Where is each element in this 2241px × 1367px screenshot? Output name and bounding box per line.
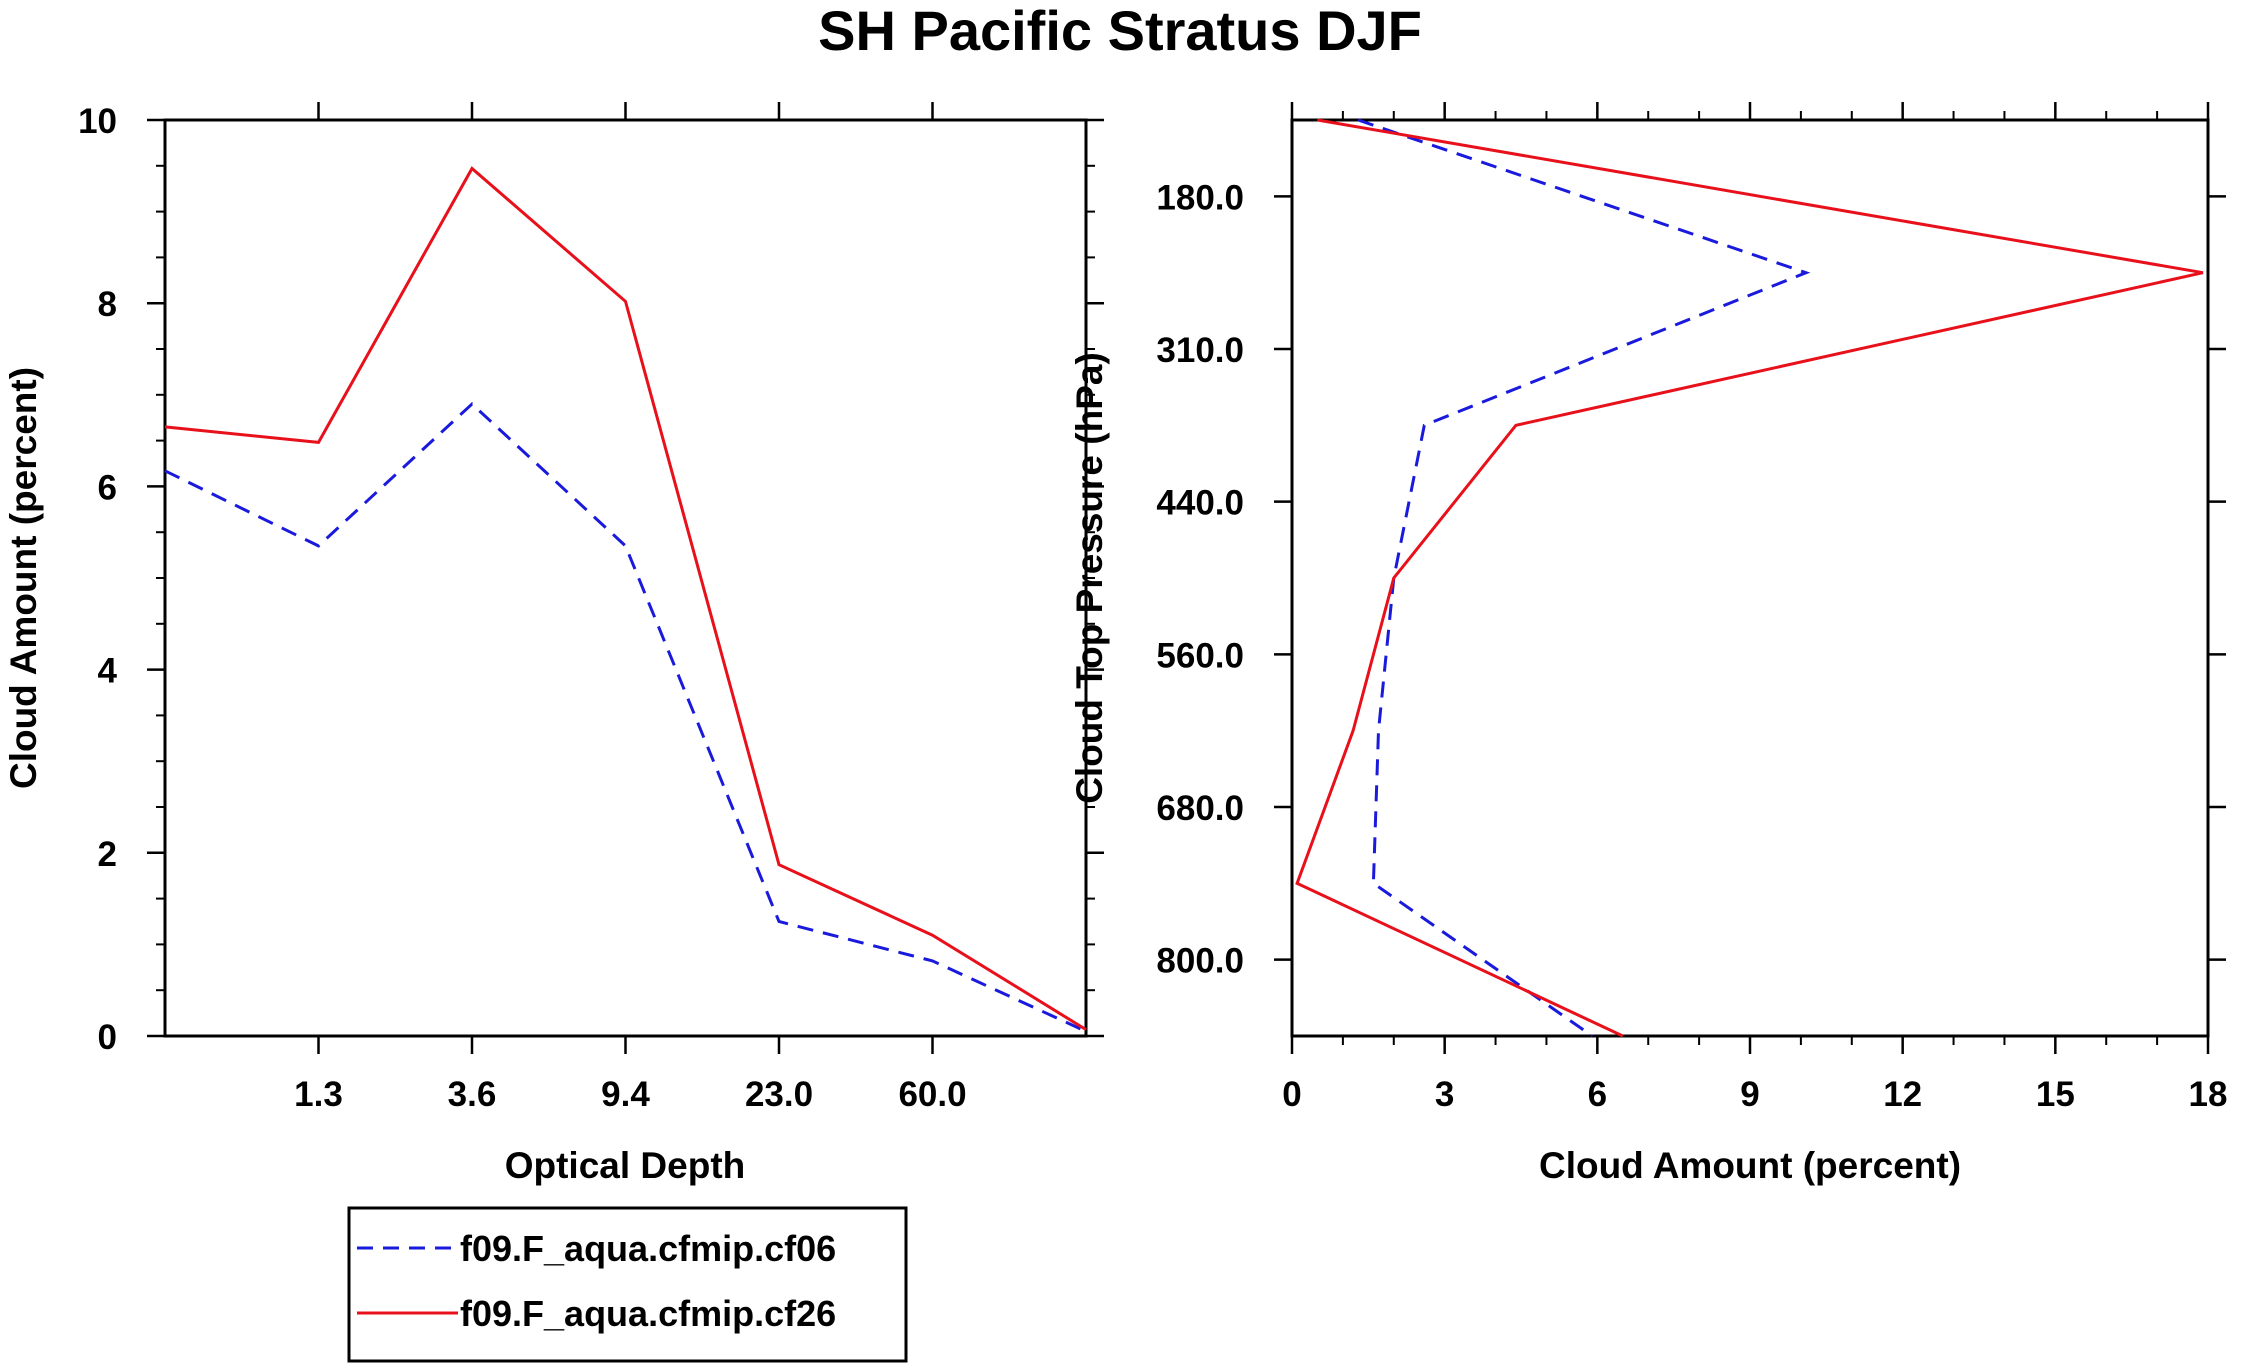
left-x-tick-label: 9.4 <box>601 1075 650 1114</box>
legend: f09.F_aqua.cfmip.cf06 f09.F_aqua.cfmip.c… <box>347 1206 908 1363</box>
right-x-axis-title: Cloud Amount (percent) <box>1539 1145 1961 1186</box>
right-x-tick-label: 15 <box>2036 1075 2075 1114</box>
left-y-tick-label: 2 <box>98 835 117 874</box>
chart-title: SH Pacific Stratus DJF <box>818 0 1422 62</box>
left-x-tick-label: 60.0 <box>898 1075 966 1114</box>
right-y-tick-labels: 180.0 310.0 440.0 560.0 680.0 800.0 <box>1156 178 1244 980</box>
right-x-tick-label: 3 <box>1435 1075 1454 1114</box>
left-y-tick-labels: 0 2 4 6 8 10 <box>78 102 117 1057</box>
right-panel: 0 3 6 9 12 15 18 180.0 310.0 440.0 560.0 680.0 800.… <box>1069 102 2227 1186</box>
right-y-tick-label: 680.0 <box>1156 789 1244 828</box>
left-x-tick-labels: 1.3 3.6 9.4 23.0 60.0 <box>294 1075 966 1114</box>
right-x-tick-label: 6 <box>1588 1075 1607 1114</box>
right-y-tick-label: 310.0 <box>1156 331 1244 370</box>
profile-line-cf06 <box>1357 118 1811 1038</box>
right-ticks <box>1274 102 2226 1054</box>
left-plot-frame <box>163 118 1088 1038</box>
left-series <box>164 166 1087 1033</box>
legend-label-cf26: f09.F_aqua.cfmip.cf26 <box>460 1293 836 1334</box>
right-x-tick-label: 12 <box>1883 1075 1922 1114</box>
series-line-cf06 <box>164 401 1087 1033</box>
series-line-cf26 <box>164 166 1087 1031</box>
left-x-axis-title: Optical Depth <box>505 1145 746 1186</box>
left-ticks <box>147 102 1104 1054</box>
left-y-tick-label: 10 <box>78 102 117 141</box>
legend-label-cf06: f09.F_aqua.cfmip.cf06 <box>460 1228 836 1269</box>
left-y-tick-label: 6 <box>98 468 117 507</box>
left-x-tick-label: 3.6 <box>448 1075 497 1114</box>
right-y-tick-label: 440.0 <box>1156 484 1244 523</box>
right-x-tick-label: 9 <box>1740 1075 1759 1114</box>
right-y-axis-title: Cloud Top Pressure (hPa) <box>1069 352 1110 804</box>
left-y-tick-label: 0 <box>98 1018 117 1057</box>
left-x-tick-label: 23.0 <box>745 1075 813 1114</box>
left-y-tick-label: 8 <box>98 285 117 324</box>
right-y-tick-label: 560.0 <box>1156 636 1244 675</box>
profile-line-cf26 <box>1295 118 2204 1038</box>
legend-box <box>347 1206 908 1363</box>
right-y-tick-label: 180.0 <box>1156 178 1244 217</box>
left-y-axis-title: Cloud Amount (percent) <box>3 367 44 789</box>
left-x-tick-label: 1.3 <box>294 1075 343 1114</box>
right-series <box>1295 118 2204 1038</box>
right-x-tick-label: 0 <box>1282 1075 1301 1114</box>
right-y-tick-label: 800.0 <box>1156 942 1244 981</box>
left-y-tick-label: 4 <box>98 652 118 691</box>
right-plot-frame <box>1290 118 2210 1038</box>
right-x-tick-label: 18 <box>2189 1075 2228 1114</box>
right-x-tick-labels: 0 3 6 9 12 15 18 <box>1282 1075 2227 1114</box>
